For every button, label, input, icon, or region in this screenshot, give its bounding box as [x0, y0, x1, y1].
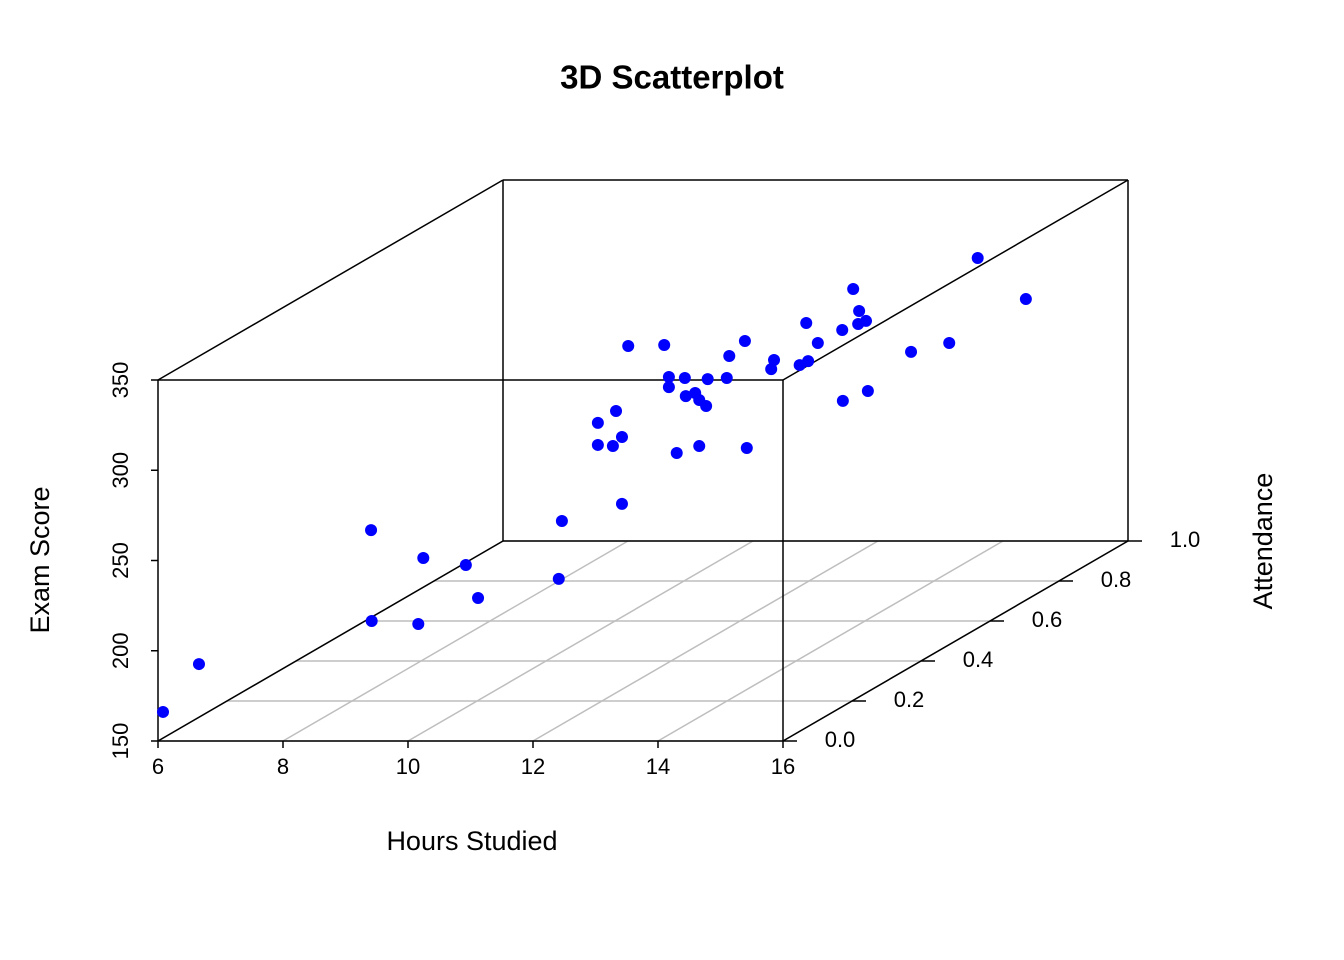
point: [720, 371, 733, 384]
point: [701, 373, 714, 386]
y-axis-label: Attendance: [1248, 473, 1278, 610]
point: [472, 591, 485, 604]
y-tick-label: 0.6: [1032, 607, 1063, 632]
point: [723, 349, 736, 362]
point: [700, 399, 713, 412]
point: [552, 572, 565, 585]
z-tick-label: 350: [108, 362, 133, 399]
point: [412, 618, 425, 631]
point: [1019, 293, 1032, 306]
y-tick-label: 0.8: [1101, 567, 1132, 592]
point: [905, 345, 918, 358]
point: [800, 316, 813, 329]
point: [157, 705, 169, 718]
point: [811, 337, 824, 350]
x-tick-label: 10: [396, 754, 420, 779]
point: [853, 305, 866, 318]
z-tick-label: 250: [108, 542, 133, 579]
x-tick-label: 14: [646, 754, 670, 779]
point: [802, 355, 815, 368]
point: [610, 404, 623, 417]
y-tick-label: 1.0: [1170, 527, 1201, 552]
point: [459, 558, 472, 571]
box-edge: [782, 179, 1129, 381]
y-tick-label: 0.4: [963, 647, 994, 672]
x-tick-label: 6: [152, 754, 164, 779]
point: [860, 314, 872, 327]
point: [658, 339, 671, 352]
point: [662, 370, 675, 383]
point: [591, 416, 604, 429]
box-edge: [157, 179, 504, 381]
point: [591, 438, 604, 451]
point: [847, 283, 860, 296]
box-edge: [782, 540, 1129, 742]
point: [417, 551, 430, 564]
y-tick-label: 0.2: [894, 687, 925, 712]
point: [670, 446, 683, 459]
grid-line: [657, 540, 1004, 742]
x-tick-label: 12: [521, 754, 545, 779]
grid-line: [407, 540, 754, 742]
z-tick-label: 150: [108, 723, 133, 760]
point: [943, 337, 956, 350]
z-tick-label: 200: [108, 632, 133, 669]
grid-line: [282, 540, 629, 742]
point: [662, 381, 675, 394]
chart-title: 3D Scatterplot: [560, 59, 784, 96]
box-edge: [157, 540, 504, 742]
x-tick-label: 16: [771, 754, 795, 779]
point: [365, 524, 378, 537]
z-axis-label: Exam Score: [25, 486, 55, 633]
point: [861, 384, 874, 397]
x-tick-label: 8: [277, 754, 289, 779]
z-tick-label: 300: [108, 452, 133, 489]
x-axis-label: Hours Studied: [386, 826, 557, 856]
point: [622, 339, 635, 352]
point: [606, 439, 619, 452]
point: [738, 334, 751, 347]
grid-line: [532, 540, 879, 742]
point: [836, 394, 849, 407]
point: [615, 430, 628, 443]
point: [365, 615, 378, 628]
y-tick-label: 0.0: [825, 727, 856, 752]
point: [615, 497, 628, 510]
point: [765, 363, 778, 376]
point: [678, 372, 691, 385]
point: [192, 658, 205, 671]
point: [693, 440, 706, 453]
point: [740, 441, 753, 454]
point: [679, 390, 692, 403]
point: [836, 323, 849, 336]
point: [555, 514, 568, 527]
point: [971, 251, 984, 264]
point: [768, 354, 781, 367]
